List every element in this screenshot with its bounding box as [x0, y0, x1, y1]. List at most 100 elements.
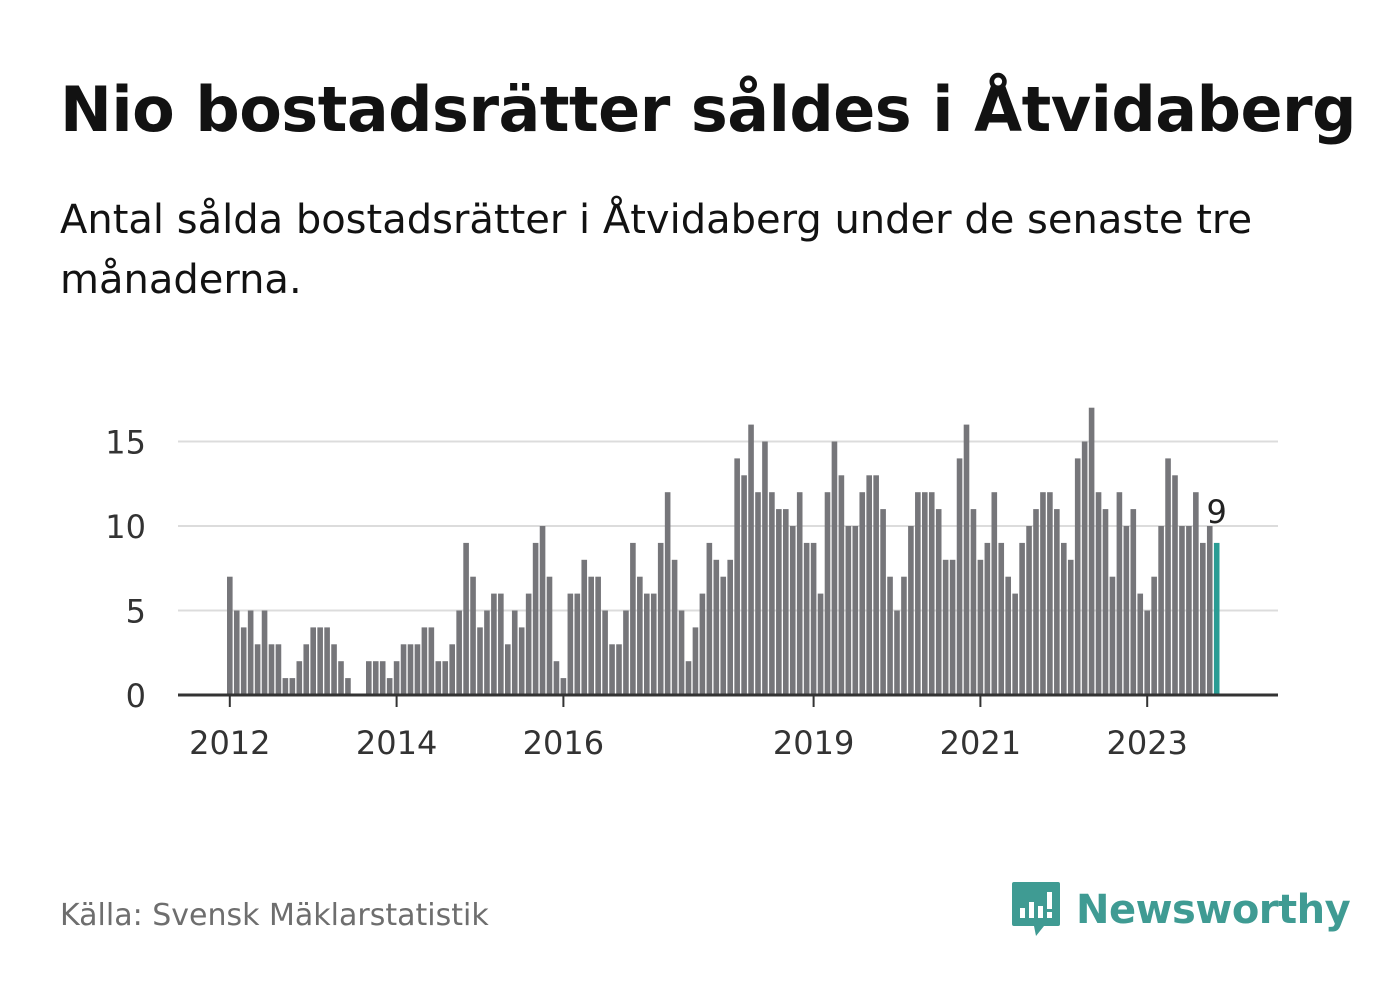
bar	[261, 610, 268, 695]
bar	[685, 661, 692, 695]
bar	[671, 559, 678, 695]
bar	[317, 627, 323, 695]
bar	[581, 559, 588, 695]
bar	[1206, 526, 1213, 695]
bar	[1165, 458, 1171, 695]
newsworthy-wordmark: Newsworthy	[1076, 887, 1351, 933]
bar	[963, 424, 970, 695]
bar	[637, 576, 643, 695]
bar	[935, 509, 942, 695]
source-note: Källa: Svensk Mäklarstatistik	[60, 898, 489, 933]
bar	[275, 644, 282, 695]
bar	[595, 576, 601, 695]
bar	[498, 593, 504, 695]
bar	[1172, 475, 1178, 695]
bar	[991, 492, 998, 695]
bar	[477, 627, 483, 695]
bar	[880, 509, 886, 695]
bar	[616, 644, 622, 695]
bar	[1005, 576, 1011, 695]
bar	[859, 492, 866, 695]
bar	[310, 627, 316, 695]
bar	[977, 559, 984, 695]
chart-title: Nio bostadsrätter såldes i Åtvidaberg	[60, 73, 1357, 146]
bar	[664, 492, 671, 695]
bar	[588, 576, 594, 695]
bar	[470, 576, 476, 695]
x-tick-label: 2016	[523, 724, 604, 762]
bar	[324, 627, 330, 695]
bar	[1186, 526, 1192, 695]
bar	[553, 661, 560, 695]
bar	[1054, 509, 1060, 695]
bar	[421, 627, 428, 695]
bar	[1019, 542, 1025, 695]
bar	[1151, 576, 1157, 695]
bar	[845, 526, 852, 695]
bar	[525, 593, 532, 695]
bar	[442, 661, 449, 695]
bar	[922, 492, 928, 695]
bar	[623, 610, 629, 695]
bar	[734, 458, 740, 695]
bar	[414, 644, 421, 695]
bar	[1102, 509, 1109, 695]
bar	[532, 542, 539, 695]
bar	[1012, 593, 1018, 695]
bar	[338, 661, 344, 695]
newsworthy-logo[interactable]: Newsworthy	[1010, 880, 1351, 940]
bar	[449, 644, 455, 695]
bar	[998, 542, 1005, 695]
bar	[1116, 492, 1123, 695]
chart-subtitle: Antal sålda bostadsrätter i Åtvidaberg u…	[60, 197, 1253, 303]
bar	[428, 627, 435, 695]
bar	[970, 509, 977, 695]
bar	[393, 661, 400, 695]
bar	[303, 644, 310, 695]
bar	[1081, 441, 1088, 695]
bar	[630, 542, 636, 695]
bar	[491, 593, 497, 695]
bar	[644, 593, 650, 695]
bar	[692, 627, 699, 695]
bar	[1067, 559, 1074, 695]
bar	[949, 559, 956, 695]
bar	[866, 475, 872, 695]
bar	[268, 644, 275, 695]
bar	[345, 678, 351, 695]
bar	[386, 678, 393, 695]
bar	[789, 526, 796, 695]
bar	[1158, 526, 1164, 695]
bar	[484, 610, 490, 695]
x-tick-label: 2019	[773, 724, 854, 762]
last-value-label: 9	[1207, 493, 1227, 531]
bar	[741, 475, 747, 695]
bar	[817, 593, 824, 695]
bar	[762, 441, 768, 695]
x-tick-label: 2014	[356, 724, 437, 762]
bar	[1179, 526, 1185, 695]
bar	[803, 542, 810, 695]
bar	[810, 542, 817, 695]
bar	[435, 661, 442, 695]
bar	[796, 492, 803, 695]
bar	[915, 492, 921, 695]
bar	[755, 492, 761, 695]
bar	[1040, 492, 1046, 695]
bar	[650, 593, 657, 695]
bar	[1109, 576, 1116, 695]
bar	[1095, 492, 1102, 695]
y-tick-label: 15	[105, 424, 146, 462]
bar	[720, 576, 727, 695]
bar	[1061, 542, 1067, 695]
bar	[748, 424, 754, 695]
bar	[254, 644, 261, 695]
newsworthy-logo-icon	[1012, 882, 1060, 936]
bar	[1130, 509, 1137, 695]
bar	[838, 475, 845, 695]
bar	[713, 559, 720, 695]
bar	[1137, 593, 1144, 695]
bar	[1033, 509, 1039, 695]
bar	[379, 661, 386, 695]
